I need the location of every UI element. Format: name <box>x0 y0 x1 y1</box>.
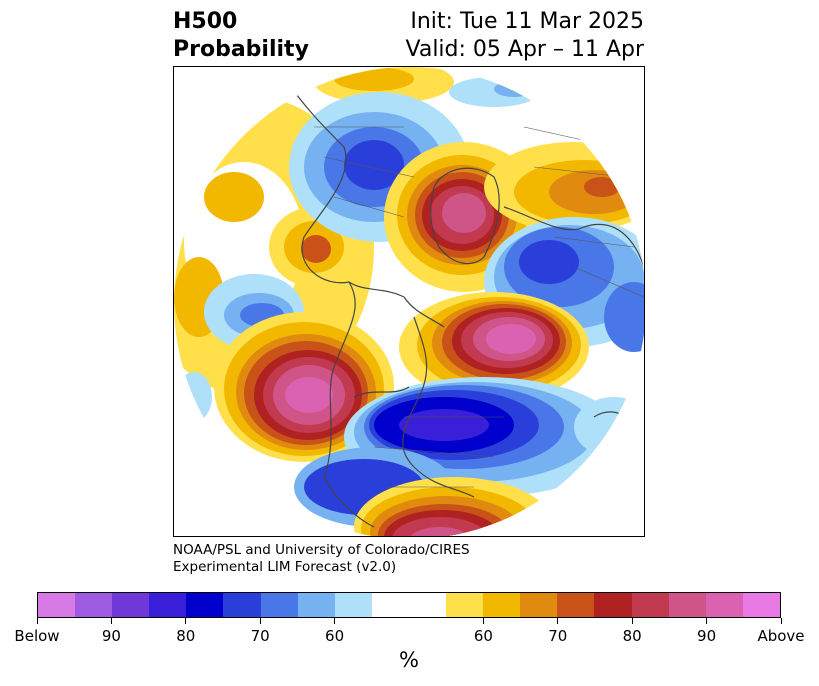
credit-line-1: NOAA/PSL and University of Colorado/CIRE… <box>173 542 470 558</box>
colorbar-below-segment <box>149 593 187 617</box>
colorbar-unit: % <box>399 648 419 672</box>
colorbar-neutral-segment <box>371 593 447 617</box>
colorbar-tick <box>631 618 633 624</box>
borders <box>314 126 644 488</box>
colorbar-tick <box>780 618 782 624</box>
colorbar-tick <box>557 618 559 624</box>
colorbar-above-segment <box>483 593 521 617</box>
colorbar-above-segment <box>594 593 632 617</box>
colorbar-above-segment <box>631 593 669 617</box>
colorbar-tick <box>334 618 336 624</box>
title-product: Probability <box>173 37 309 62</box>
colorbar-above-segment <box>557 593 595 617</box>
colorbar-tick-label: 80 <box>176 627 196 645</box>
title-right: Init: Tue 11 Mar 2025 Valid: 05 Apr – 11… <box>406 8 645 64</box>
colorbar-tick-label: Above <box>757 627 805 645</box>
colorbar-above-segment <box>742 593 780 617</box>
colorbar <box>37 592 781 618</box>
positive-anomaly-gulf <box>354 477 554 536</box>
colorbar-below-segment <box>186 593 224 617</box>
colorbar-tick <box>259 618 261 624</box>
probability-map <box>173 66 645 537</box>
colorbar-tick-label: 70 <box>250 627 270 645</box>
colorbar-below-segment <box>75 593 113 617</box>
colorbar-above-segment <box>668 593 706 617</box>
colorbar-tick <box>482 618 484 624</box>
colorbar-tick-label: 60 <box>473 627 493 645</box>
credit-line-2: Experimental LIM Forecast (v2.0) <box>173 559 397 575</box>
colorbar-tick <box>36 618 38 624</box>
colorbar-tick-label: Below <box>14 627 60 645</box>
colorbar-below-segment <box>38 593 76 617</box>
colorbar-tick <box>706 618 708 624</box>
colorbar-below-segment <box>334 593 372 617</box>
credit: NOAA/PSL and University of Colorado/CIRE… <box>173 542 470 576</box>
colorbar-tick-label: 80 <box>622 627 642 645</box>
valid-range: Valid: 05 Apr – 11 Apr <box>405 37 645 62</box>
colorbar-tick <box>110 618 112 624</box>
title-variable: H500 <box>173 9 238 34</box>
colorbar-above-segment <box>520 593 558 617</box>
colorbar-tick-label: 70 <box>548 627 568 645</box>
colorbar-below-segment <box>223 593 261 617</box>
title-left: H500 Probability <box>173 8 309 64</box>
colorbar-tick <box>185 618 187 624</box>
colorbar-above-segment <box>446 593 484 617</box>
init-date: Init: Tue 11 Mar 2025 <box>410 9 644 34</box>
colorbar-below-segment <box>260 593 298 617</box>
colorbar-tick-label: 60 <box>325 627 345 645</box>
colorbar-above-segment <box>705 593 743 617</box>
colorbar-below-segment <box>112 593 150 617</box>
colorbar-tick-label: 90 <box>697 627 717 645</box>
colorbar-tick-label: 90 <box>101 627 121 645</box>
map-svg <box>174 67 644 536</box>
positive-anomaly-east-asia <box>399 292 589 402</box>
colorbar-below-segment <box>297 593 335 617</box>
